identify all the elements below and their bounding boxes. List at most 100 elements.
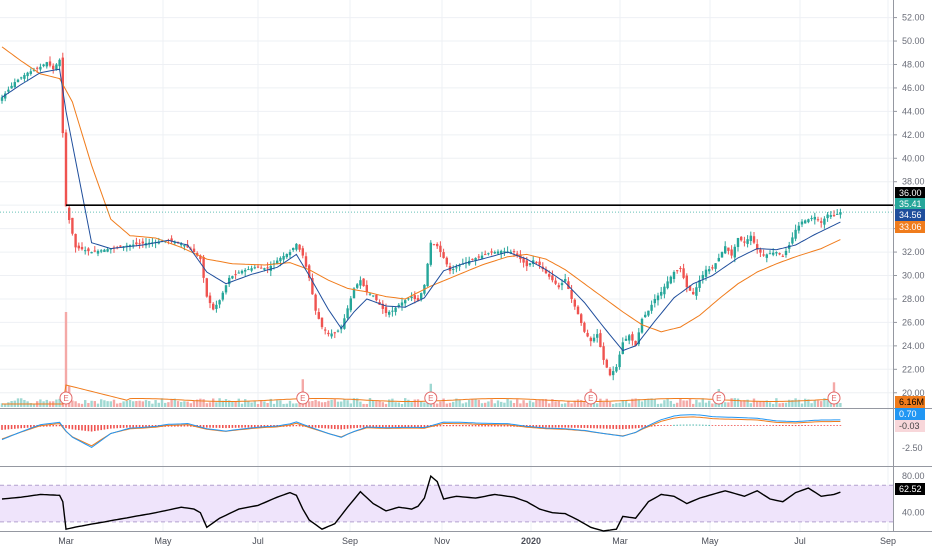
macd-histogram-bar — [407, 425, 410, 428]
volume-bar — [528, 400, 532, 407]
macd-histogram-bar — [116, 425, 118, 429]
macd-histogram-bar — [257, 425, 259, 428]
macd-histogram-bar — [705, 424, 707, 426]
volume-bar — [746, 399, 749, 407]
macd-histogram-bar — [222, 425, 224, 429]
macd-histogram-bar — [839, 425, 842, 426]
volume-bar — [352, 398, 356, 407]
macd-histogram-bar — [129, 425, 131, 428]
macd-histogram-bar — [702, 424, 704, 426]
candle-body — [688, 285, 692, 291]
macd-histogram-bar — [71, 425, 74, 430]
resistance-line[interactable] — [0, 204, 893, 213]
macd-histogram-bar — [23, 425, 26, 428]
volume-bar — [135, 401, 138, 407]
macd-histogram-bar — [609, 425, 611, 429]
macd-histogram-bar — [737, 425, 739, 426]
candle-body — [135, 242, 138, 245]
volume-bar — [637, 399, 640, 407]
candle-body — [308, 265, 311, 278]
macd-histogram-bar — [679, 424, 682, 426]
volume-bar — [7, 402, 10, 407]
macd-histogram-bar — [126, 425, 128, 428]
rsi-line-path — [1, 474, 841, 532]
volume-bar — [285, 403, 288, 407]
volume-bar — [189, 403, 192, 407]
macd-histogram-bar — [298, 425, 301, 427]
volume-bar — [356, 398, 359, 407]
earnings-marker-label: E — [428, 394, 433, 403]
macd-histogram-bar — [628, 425, 630, 429]
price-badge-bg — [895, 483, 925, 495]
volume-bar — [666, 398, 669, 407]
price-badge-label: 36.00 — [899, 188, 922, 198]
macd-histogram-bar — [462, 425, 464, 427]
macd-histogram-bar — [113, 425, 115, 429]
candle-body — [480, 255, 484, 259]
macd-histogram-bar — [202, 425, 205, 428]
volume-bar — [333, 399, 336, 407]
candle-body — [36, 67, 39, 69]
macd-histogram-bar — [260, 425, 262, 428]
earnings-marker-circle — [712, 391, 726, 405]
candle-body — [71, 217, 74, 234]
volume-bar — [132, 401, 135, 407]
volume-bar — [452, 401, 455, 407]
volume-bar — [548, 403, 551, 407]
candle-body — [234, 274, 237, 276]
macd-histogram-bar — [740, 425, 742, 426]
candle-body — [676, 270, 679, 272]
macd-histogram-bar — [644, 425, 646, 428]
earnings-marker-circle — [296, 391, 310, 405]
macd-histogram-bar — [180, 425, 182, 427]
macd-histogram-bar — [65, 425, 67, 429]
volume-bar — [141, 401, 144, 407]
candle-body — [212, 303, 215, 310]
volume-bar — [458, 399, 461, 407]
macd-histogram-bar — [238, 425, 240, 428]
candle-body — [426, 263, 429, 287]
volume-bar — [183, 401, 186, 407]
macd-histogram-bar — [567, 425, 570, 428]
volume-bar — [493, 403, 496, 407]
volume-bar — [484, 402, 487, 407]
candle-body — [695, 287, 698, 296]
macd-histogram-bar — [474, 425, 477, 427]
volume-bar — [324, 402, 327, 407]
volume-bar — [477, 399, 480, 407]
volume-bar — [432, 403, 436, 407]
earnings-marker-circle — [584, 391, 598, 405]
time-axis[interactable]: Mar May Jul Sep Nov 2020 Mar May Jul Sep — [58, 536, 896, 546]
volume-ma-line — [2, 384, 841, 405]
macd-histogram-bar — [596, 425, 598, 429]
candle-body — [276, 260, 279, 265]
candle-body — [295, 243, 298, 250]
macd-histogram-bar — [548, 425, 550, 428]
candle-body — [365, 284, 368, 292]
macd-histogram-bar — [698, 424, 701, 426]
candle-body — [708, 269, 711, 272]
volume-bar — [215, 402, 218, 407]
volume-bar — [311, 401, 314, 407]
candle-body — [724, 246, 727, 254]
volume-bar — [45, 399, 48, 407]
volume-bar — [208, 402, 212, 407]
candle-body — [311, 278, 314, 295]
macd-histogram-bar — [292, 425, 294, 427]
volume-bar — [240, 403, 244, 407]
macd-histogram-bar — [362, 425, 365, 428]
candle-body — [45, 62, 48, 67]
time-tick-label: Sep — [342, 536, 358, 546]
candle-body — [720, 252, 724, 258]
macd-histogram-bar — [494, 425, 496, 427]
volume-bar — [564, 403, 567, 407]
candle-body — [458, 265, 461, 267]
macd-histogram-bar — [481, 425, 483, 427]
candle-body — [455, 267, 458, 269]
price-badge-bg — [895, 187, 925, 199]
macd-histogram-bar — [794, 425, 797, 427]
macd-histogram-bar — [618, 425, 621, 430]
volume-bar — [327, 400, 330, 407]
